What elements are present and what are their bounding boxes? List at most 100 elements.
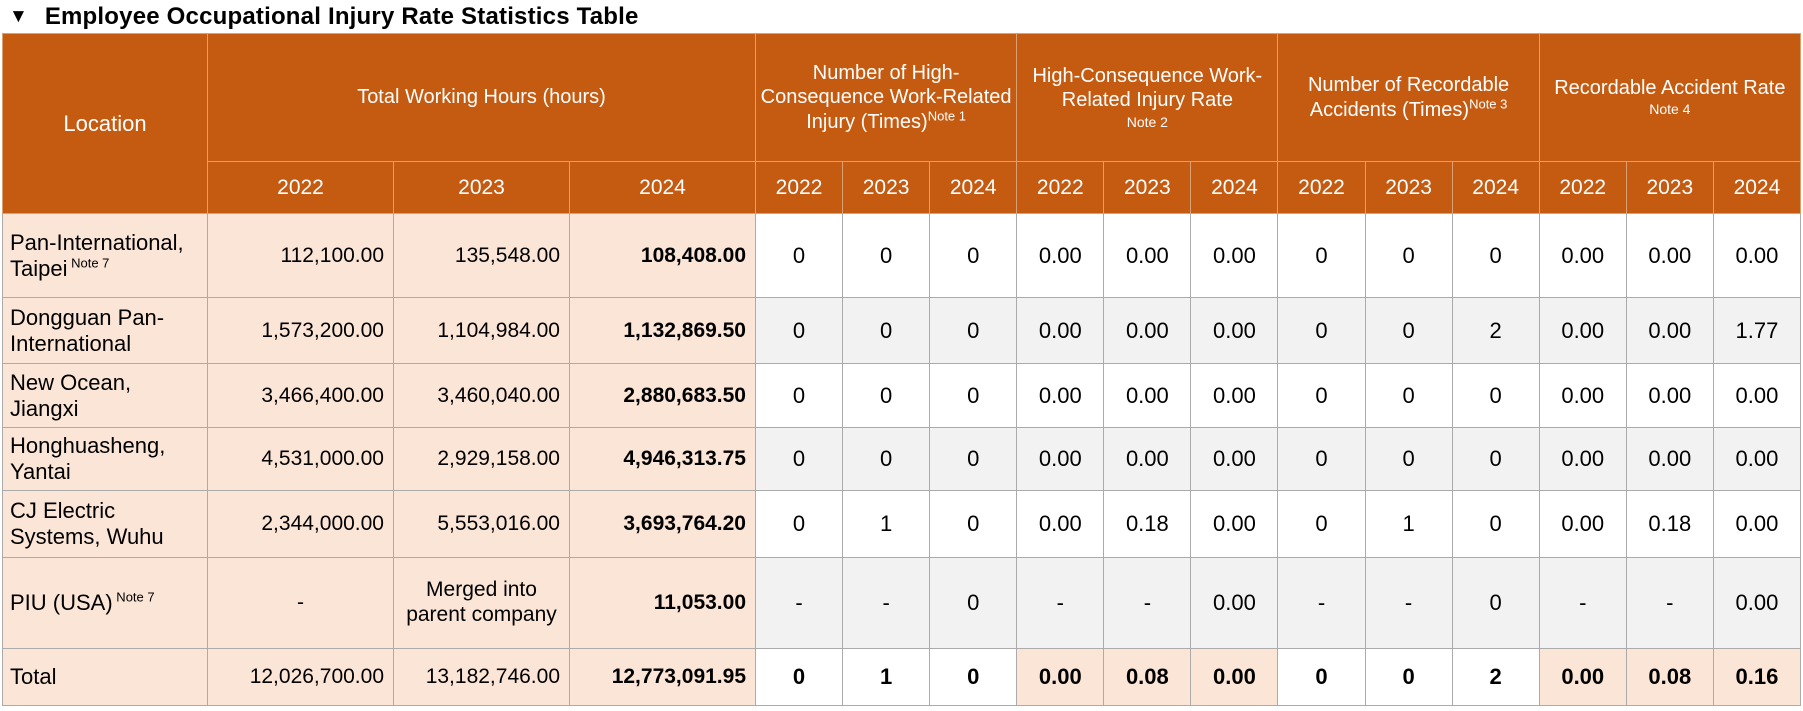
- collapse-triangle-icon: ▼: [9, 6, 28, 27]
- table-cell: 0: [1451, 427, 1540, 491]
- table-cell: 0.16: [1712, 648, 1802, 706]
- year-header-2023: 2023: [393, 161, 570, 214]
- location-cell: Total: [2, 648, 208, 706]
- table-cell: 2,929,158.00: [393, 427, 570, 491]
- table-cell: 0: [1277, 363, 1366, 428]
- table-cell: 2: [1451, 297, 1540, 364]
- table-cell: -: [1625, 557, 1714, 649]
- group-header-total-working-hours: Total Working Hours (hours): [207, 33, 756, 162]
- table-cell: 0.00: [1712, 490, 1802, 558]
- table-cell: 12,773,091.95: [569, 648, 756, 706]
- table-cell: 0: [842, 297, 931, 364]
- table-row: Total 12,026,700.00 13,182,746.00 12,773,09…: [2, 648, 1802, 706]
- table-cell: 0: [754, 363, 844, 428]
- table-cell: 0: [929, 490, 1018, 558]
- table-cell: 0: [929, 648, 1018, 706]
- group-label: Number of Recordable Accidents (Times): [1307, 74, 1510, 121]
- year-header-2022: 2022: [1016, 161, 1105, 214]
- table-cell: 0.00: [1103, 363, 1192, 428]
- table-cell: 4,531,000.00: [207, 427, 394, 491]
- location-cell: PIU (USA) Note 7: [2, 557, 208, 649]
- location-label: PIU (USA): [10, 590, 113, 616]
- year-header-2024: 2024: [1712, 161, 1802, 214]
- location-label: New Ocean, Jiangxi: [10, 369, 132, 421]
- year-header-2024: 2024: [1190, 161, 1279, 214]
- note-subtext: Note 4: [1649, 101, 1691, 118]
- location-cell: Dongguan Pan-International: [2, 297, 208, 364]
- table-cell: 3,460,040.00: [393, 363, 570, 428]
- table-cell: 0: [929, 297, 1018, 364]
- table-cell: 1: [842, 490, 931, 558]
- table-cell: 1: [842, 648, 931, 706]
- table-cell: 1,132,869.50: [569, 297, 756, 364]
- table-cell: 2: [1451, 648, 1540, 706]
- year-header-2022: 2022: [207, 161, 394, 214]
- table-cell: 0: [1364, 427, 1453, 491]
- table-row: Dongguan Pan-International 1,573,200.00 1,…: [2, 297, 1802, 364]
- location-header: Location: [2, 33, 208, 214]
- table-cell: 0.08: [1625, 648, 1714, 706]
- table-cell: 0.18: [1103, 490, 1192, 558]
- table-cell: 0.00: [1538, 363, 1627, 428]
- table-cell: 0.00: [1538, 213, 1627, 298]
- table-cell: 0.08: [1103, 648, 1192, 706]
- table-cell: 0: [1277, 297, 1366, 364]
- table-cell: 2,880,683.50: [569, 363, 756, 428]
- table-row: PIU (USA) Note 7 - Merged into parent comp…: [2, 557, 1802, 649]
- table-cell: Merged into parent company: [393, 557, 570, 649]
- table-cell: 0.00: [1538, 297, 1627, 364]
- table-cell: 2,344,000.00: [207, 490, 394, 558]
- table-cell: 1: [1364, 490, 1453, 558]
- table-row: Pan-International, Taipei Note 7 112,100.…: [2, 213, 1802, 298]
- table-cell: 0.00: [1625, 213, 1714, 298]
- table-cell: 0.00: [1103, 297, 1192, 364]
- group-label: Number of High-Consequence Work-Related …: [760, 61, 1012, 133]
- table-cell: 0.00: [1190, 363, 1279, 428]
- table-cell: 0.00: [1016, 490, 1105, 558]
- table-cell: -: [842, 557, 931, 649]
- year-header-2023: 2023: [1364, 161, 1453, 214]
- year-header-2024: 2024: [1451, 161, 1540, 214]
- year-header-2022: 2022: [1538, 161, 1627, 214]
- table-cell: 108,408.00: [569, 213, 756, 298]
- table-cell: 0.00: [1016, 648, 1105, 706]
- table-cell: 0: [1364, 363, 1453, 428]
- table-cell: 0: [842, 363, 931, 428]
- table-cell: 0: [754, 648, 844, 706]
- table-cell: 1,573,200.00: [207, 297, 394, 364]
- table-cell: 0.00: [1190, 490, 1279, 558]
- table-cell: 0.18: [1625, 490, 1714, 558]
- table-cell: 0.00: [1190, 427, 1279, 491]
- table-cell: -: [1364, 557, 1453, 649]
- table-cell: 0: [1451, 490, 1540, 558]
- table-cell: 0: [1451, 363, 1540, 428]
- table-cell: -: [754, 557, 844, 649]
- table-cell: 0.00: [1625, 427, 1714, 491]
- table-title-bar: ▼ Employee Occupational Injury Rate Stat…: [0, 0, 1803, 33]
- year-header-2023: 2023: [1103, 161, 1192, 214]
- location-cell: Honghuasheng, Yantai: [2, 427, 208, 491]
- page-title: Employee Occupational Injury Rate Statis…: [44, 2, 639, 30]
- table-cell: 0: [929, 557, 1018, 649]
- table-cell: 4,946,313.75: [569, 427, 756, 491]
- table-cell: 0: [1451, 213, 1540, 298]
- table-row: Honghuasheng, Yantai 4,531,000.00 2,929,15…: [2, 427, 1802, 491]
- year-header-2022: 2022: [1277, 161, 1366, 214]
- location-label: CJ Electric Systems, Wuhu: [10, 498, 164, 549]
- table-cell: 0.00: [1712, 363, 1802, 428]
- note-subtext: Note 2: [1126, 113, 1168, 130]
- table-cell: 135,548.00: [393, 213, 570, 298]
- table-cell: 0: [842, 213, 931, 298]
- table-cell: 0.00: [1016, 213, 1105, 298]
- group-header-recordable-accidents-count: Number of Recordable Accidents (Times)No…: [1277, 33, 1540, 162]
- year-header-row: 2022 2023 2024 2022 2023 2024 2022 2023 2024 2022…: [3, 161, 1802, 214]
- location-cell: New Ocean, Jiangxi: [2, 363, 208, 428]
- location-label: Dongguan Pan-International: [10, 304, 165, 356]
- table-cell: 0: [842, 427, 931, 491]
- table-cell: 0.00: [1538, 648, 1627, 706]
- injury-statistics-table: Location Total Working Hours (hours) Num…: [2, 33, 1802, 706]
- table-cell: 0.00: [1712, 213, 1802, 298]
- group-label: Total Working Hours (hours): [357, 86, 606, 109]
- table-cell: 0: [929, 427, 1018, 491]
- note-superscript: Note 1: [927, 108, 967, 124]
